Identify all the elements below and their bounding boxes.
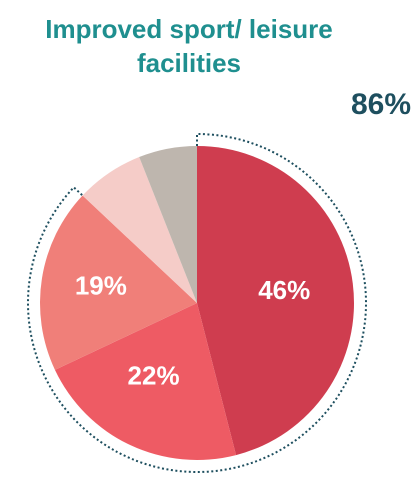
pie-labels: 46% 22% 19%	[75, 271, 310, 391]
pie-slice-1	[197, 146, 355, 456]
pie-slice-2	[54, 303, 237, 460]
chart-title: Improved sport/ leisure facilities	[0, 12, 378, 80]
pie-slice-label-3: 19%	[75, 271, 127, 301]
pie-slice-4	[82, 157, 197, 303]
chart-title-line-2: facilities	[136, 48, 242, 78]
pie-slice-3	[39, 195, 197, 370]
highlight-total-label: 86%	[350, 88, 411, 121]
pie-slice-5	[139, 146, 197, 303]
pie-slice-label-1: 46%	[258, 275, 310, 305]
highlight-arc	[27, 132, 367, 473]
pie-slices	[39, 146, 355, 460]
chart-title-line-1: Improved sport/ leisure	[45, 14, 333, 44]
pie-slice-label-2: 22%	[128, 361, 180, 391]
